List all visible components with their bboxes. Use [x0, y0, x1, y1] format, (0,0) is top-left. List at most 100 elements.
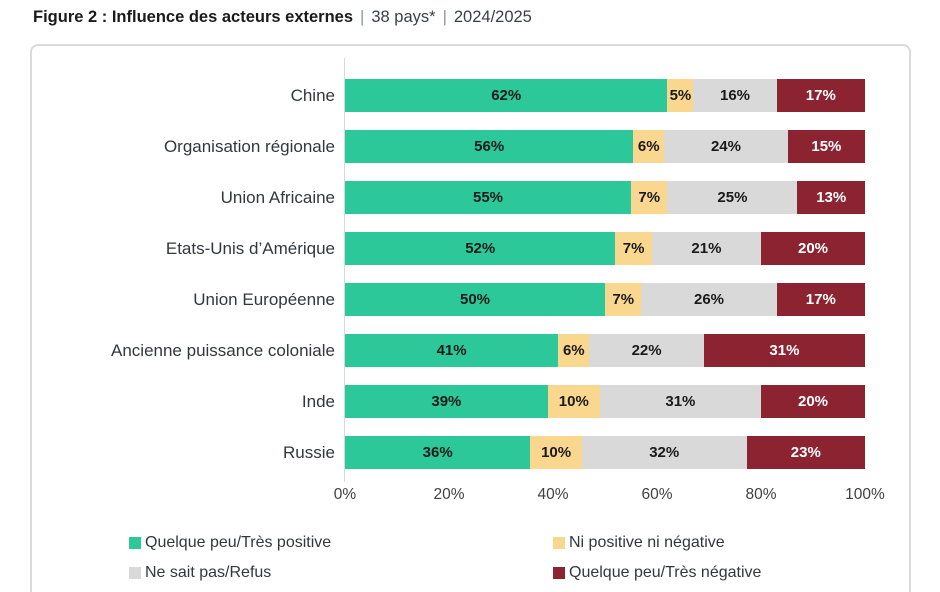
bar-segment: 41%	[345, 334, 559, 367]
bar-row: Union Européenne 50% 7% 26% 17%	[0, 283, 940, 316]
legend-item: Quelque peu/Très positive	[129, 534, 553, 552]
bar-segment: 21%	[651, 232, 762, 265]
bar-segment: 7%	[605, 283, 642, 316]
segment-value-label: 32%	[649, 444, 680, 461]
stacked-bar: 39% 10% 31% 20%	[345, 385, 865, 418]
segment-value-label: 62%	[491, 87, 522, 104]
segment-value-label: 56%	[474, 138, 505, 155]
bar-segment: 16%	[693, 79, 777, 112]
segment-value-label: 7%	[612, 291, 635, 308]
bar-segment: 39%	[345, 385, 548, 418]
bar-segment: 32%	[581, 436, 747, 469]
segment-value-label: 23%	[790, 444, 821, 461]
legend-label: Ni positive ni négative	[569, 534, 725, 551]
bar-segment: 17%	[776, 283, 866, 316]
x-axis-tick: 0%	[333, 486, 357, 503]
page-title: Figure 2 : Influence des acteurs externe…	[33, 8, 532, 27]
segment-value-label: 13%	[816, 189, 847, 206]
bar-segment: 24%	[664, 130, 788, 163]
bar-row: Organisation régionale 56% 6% 24% 15%	[0, 130, 940, 163]
bar-segment: 15%	[787, 130, 865, 163]
bar-row: Union Africaine 55% 7% 25% 13%	[0, 181, 940, 214]
bar-segment: 26%	[641, 283, 777, 316]
stacked-bar: 55% 7% 25% 13%	[345, 181, 865, 214]
stacked-bar: 36% 10% 32% 23%	[345, 436, 865, 469]
bar-segment: 22%	[589, 334, 704, 367]
figure-title: Figure 2 : Influence des acteurs externe…	[33, 8, 354, 26]
legend-label: Quelque peu/Très négative	[569, 564, 762, 581]
category-label: Russie	[283, 443, 335, 462]
segment-value-label: 7%	[622, 240, 645, 257]
bar-segment: 62%	[345, 79, 668, 112]
x-axis-tick: 20%	[433, 486, 465, 503]
category-label: Etats-Unis d’Amérique	[165, 239, 335, 258]
axis-baseline	[344, 58, 345, 482]
stacked-bar: 52% 7% 21% 20%	[345, 232, 866, 265]
bar-row: Chine 62% 5% 16% 17%	[0, 79, 940, 112]
legend-item: Ne sait pas/Refus	[129, 564, 553, 582]
bar-segment: 20%	[761, 232, 866, 265]
bar-segment: 23%	[746, 436, 865, 469]
bar-segment: 7%	[631, 181, 668, 214]
stacked-bar: 56% 6% 24% 15%	[345, 130, 865, 163]
segment-value-label: 50%	[459, 291, 491, 308]
segment-value-label: 6%	[562, 342, 585, 359]
bar-segment: 31%	[703, 334, 866, 367]
legend-item: Quelque peu/Très négative	[553, 564, 761, 582]
bar-segment: 55%	[345, 181, 631, 214]
x-axis-tick: 100%	[845, 486, 885, 503]
segment-value-label: 17%	[805, 291, 836, 308]
stacked-bar: 62% 5% 16% 17%	[345, 79, 866, 112]
legend-swatch-icon	[553, 537, 565, 549]
bar-segment: 50%	[345, 283, 605, 316]
bar-segment: 6%	[633, 130, 665, 163]
category-label: Union Européenne	[193, 290, 335, 309]
bar-segment: 7%	[615, 232, 652, 265]
segment-value-label: 17%	[805, 87, 836, 104]
category-label: Inde	[301, 392, 335, 411]
legend-item: Ni positive ni négative	[553, 534, 761, 552]
segment-value-label: 26%	[693, 291, 725, 308]
category-label: Ancienne puissance coloniale	[111, 341, 335, 360]
segment-value-label: 7%	[638, 189, 661, 206]
x-axis-tick: 80%	[745, 486, 777, 503]
title-period: 2024/2025	[453, 8, 532, 26]
bar-row: Etats-Unis d’Amérique 52% 7% 21% 20%	[0, 232, 940, 265]
bar-segment: 20%	[761, 385, 865, 418]
title-separator: |	[360, 8, 365, 26]
segment-value-label: 52%	[465, 240, 496, 257]
bar-segment: 10%	[530, 436, 582, 469]
bar-segment: 5%	[667, 79, 694, 112]
segment-value-label: 22%	[631, 342, 662, 359]
legend-swatch-icon	[553, 567, 565, 579]
bar-segment: 10%	[547, 385, 600, 418]
segment-value-label: 36%	[422, 444, 453, 461]
bar-segment: 17%	[776, 79, 866, 112]
bar-row: Inde 39% 10% 31% 20%	[0, 385, 940, 418]
legend-swatch-icon	[129, 567, 141, 579]
segment-value-label: 5%	[669, 87, 692, 104]
segment-value-label: 24%	[710, 138, 741, 155]
bar-segment: 31%	[599, 385, 761, 418]
legend: Quelque peu/Très positive Ni positive ni …	[129, 528, 761, 588]
bar-row: Ancienne puissance coloniale 41% 6% 22% 31%	[0, 334, 940, 367]
x-axis-tick: 60%	[641, 486, 673, 503]
segment-value-label: 20%	[798, 240, 829, 257]
segment-value-label: 6%	[637, 138, 660, 155]
bar-segment: 13%	[797, 181, 865, 214]
bar-row: Russie 36% 10% 32% 23%	[0, 436, 940, 469]
segment-value-label: 55%	[472, 189, 504, 206]
segment-value-label: 10%	[541, 444, 572, 461]
category-label: Organisation régionale	[163, 137, 335, 156]
x-axis: 0% 20% 40% 60% 80% 100%	[334, 486, 885, 508]
segment-value-label: 10%	[558, 393, 589, 410]
title-countries: 38 pays*	[371, 8, 436, 26]
chart-frame	[30, 44, 911, 592]
segment-value-label: 15%	[811, 138, 842, 155]
segment-value-label: 31%	[769, 342, 800, 359]
bar-segment: 36%	[345, 436, 531, 469]
bar-segment: 25%	[667, 181, 798, 214]
bar-segment: 56%	[345, 130, 634, 163]
legend-label: Ne sait pas/Refus	[145, 564, 272, 581]
